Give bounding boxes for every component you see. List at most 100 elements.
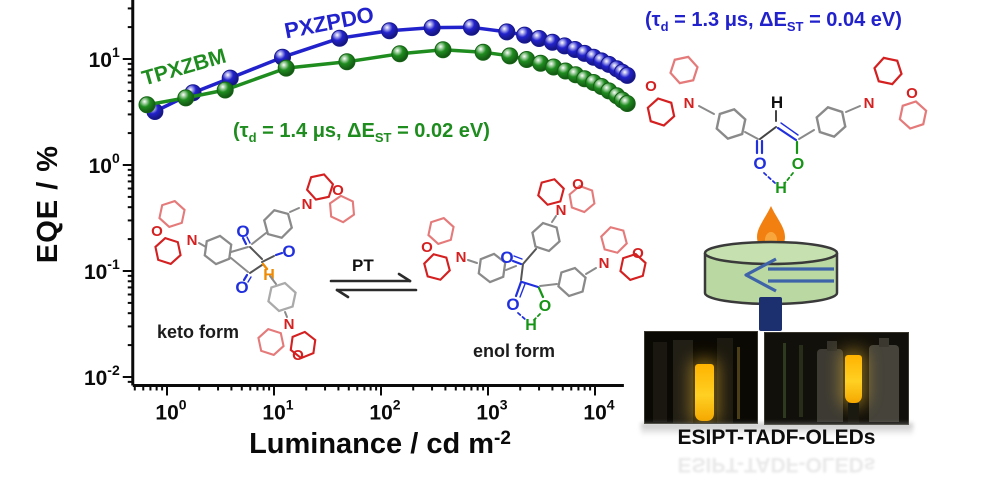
benzene-ring-icon (871, 53, 905, 89)
data-point-PXZPDO (618, 66, 636, 84)
annotation-pxzpdo: (τd = 1.3 μs, ΔEST = 0.04 eV) (645, 9, 902, 34)
emitting-pixel (845, 355, 862, 403)
enol-form-structure: O N O O O H N O (421, 175, 648, 334)
svg-text:103: 103 (476, 396, 507, 424)
oxygen-atom: O (645, 78, 657, 95)
benzene-ring-icon (328, 193, 356, 225)
carbonyl-oxygen-atom: O (753, 154, 766, 173)
device-cylinder-top (703, 240, 839, 266)
nitrogen-atom: N (187, 232, 198, 249)
substrate-bar (817, 349, 843, 422)
enol-oxygen-atom: O (792, 156, 804, 173)
data-point-TPXZBM (474, 43, 492, 61)
phenyl-ring-icon (713, 105, 749, 143)
svg-text:102: 102 (369, 396, 400, 424)
benzene-ring-icon (645, 94, 677, 130)
data-point-PXZPDO (331, 29, 349, 47)
data-point-TPXZBM (501, 47, 519, 65)
keto-hydrogen-atom: H (263, 267, 275, 284)
phenyl-ring-icon (202, 233, 234, 267)
data-point-TPXZBM (216, 81, 234, 99)
data-point-PXZPDO (498, 23, 516, 41)
svg-text:10-1: 10-1 (84, 256, 120, 284)
data-point-TPXZBM (277, 59, 295, 77)
device-stem (759, 297, 782, 331)
annotation-tpxzbm: (τd = 1.4 μs, ΔEST = 0.02 eV) (233, 120, 490, 145)
oled-photo-left (645, 332, 757, 423)
substrate-bar (673, 340, 693, 423)
carbonyl-oxygen-atom: O (506, 295, 519, 314)
substrate-bar (717, 338, 733, 423)
x-axis-label-text: Luminance / cd m (249, 428, 495, 460)
oxygen-atom: O (632, 245, 644, 262)
photo-shadow (641, 423, 913, 436)
benzene-ring-icon (897, 97, 929, 133)
nitrogen-atom: N (684, 95, 695, 112)
pxzpdo-enol-structure: O N O H O H N O (645, 52, 929, 197)
oxygen-atom: O (572, 176, 584, 193)
benzene-ring-icon (256, 325, 286, 359)
data-point-TPXZBM (434, 41, 452, 59)
keto-form-label: keto form (157, 322, 240, 342)
substrate-bar (869, 345, 899, 422)
x-axis-label-exponent: -2 (494, 428, 511, 449)
enol-hydrogen-atom: H (775, 180, 787, 197)
substrate-bar (653, 342, 667, 422)
pt-equilibrium-arrow (329, 272, 418, 299)
carbonyl-oxygen-atom: O (500, 248, 513, 267)
nitrogen-atom: N (599, 255, 610, 272)
data-point-PXZPDO (462, 18, 480, 36)
ticks (122, 7, 596, 396)
svg-text:101: 101 (262, 396, 293, 424)
flame-icon (757, 206, 785, 252)
nitrogen-atom: N (456, 249, 467, 266)
phenyl-ring-icon (555, 264, 589, 300)
carbonyl-oxygen-atom: O (235, 278, 248, 297)
oxygen-atom: O (906, 85, 918, 102)
data-point-TPXZBM (391, 45, 409, 63)
carbonyl-oxygen-atom: O (282, 242, 295, 261)
benzene-ring-icon (421, 250, 453, 284)
data-point-TPXZBM (177, 89, 195, 107)
carbonyl-oxygen-atom: O (236, 222, 249, 241)
enol-oxygen-atom: O (539, 298, 551, 315)
substrate-pin (879, 338, 889, 347)
pt-arrow-label: PT (352, 256, 374, 275)
data-point-PXZPDO (381, 22, 398, 40)
oled-device-schematic (703, 206, 839, 331)
oxygen-atom: O (151, 223, 163, 240)
phenyl-ring-icon (813, 103, 849, 141)
data-point-TPXZBM (338, 53, 356, 71)
benzene-ring-icon (667, 52, 701, 88)
data-point-TPXZBM (618, 95, 636, 112)
energy-transfer-arrow-icon (744, 257, 834, 293)
svg-text:104: 104 (583, 396, 614, 424)
nitrogen-atom: N (556, 202, 567, 219)
nitrogen-atom: N (302, 196, 313, 213)
keto-form-structure: O N O O O H N O (151, 169, 356, 364)
edge-reflection (799, 345, 803, 417)
nitrogen-atom: N (864, 95, 875, 112)
benzene-ring-icon (598, 223, 630, 257)
benzene-ring-icon (153, 234, 183, 268)
nitrogen-atom: N (284, 316, 295, 333)
phenyl-ring-icon (265, 279, 299, 315)
oxygen-atom: O (292, 347, 304, 364)
svg-text:101: 101 (89, 44, 120, 72)
emitting-pixel (695, 364, 714, 421)
data-point-TPXZBM (138, 96, 156, 114)
oled-photo-right (765, 333, 908, 424)
enol-form-label: enol form (473, 341, 556, 361)
data-point-PXZPDO (423, 19, 441, 37)
oled-caption: ESIPT-TADF-OLEDs (677, 426, 876, 449)
series-PXZPDO (146, 18, 636, 120)
series-TPXZBM (138, 41, 636, 114)
svg-text:10-2: 10-2 (84, 362, 120, 390)
substrate-pin (827, 341, 837, 351)
oxygen-atom: O (421, 239, 433, 256)
pixel-lead (848, 403, 859, 423)
methine-hydrogen-atom: H (771, 93, 783, 112)
